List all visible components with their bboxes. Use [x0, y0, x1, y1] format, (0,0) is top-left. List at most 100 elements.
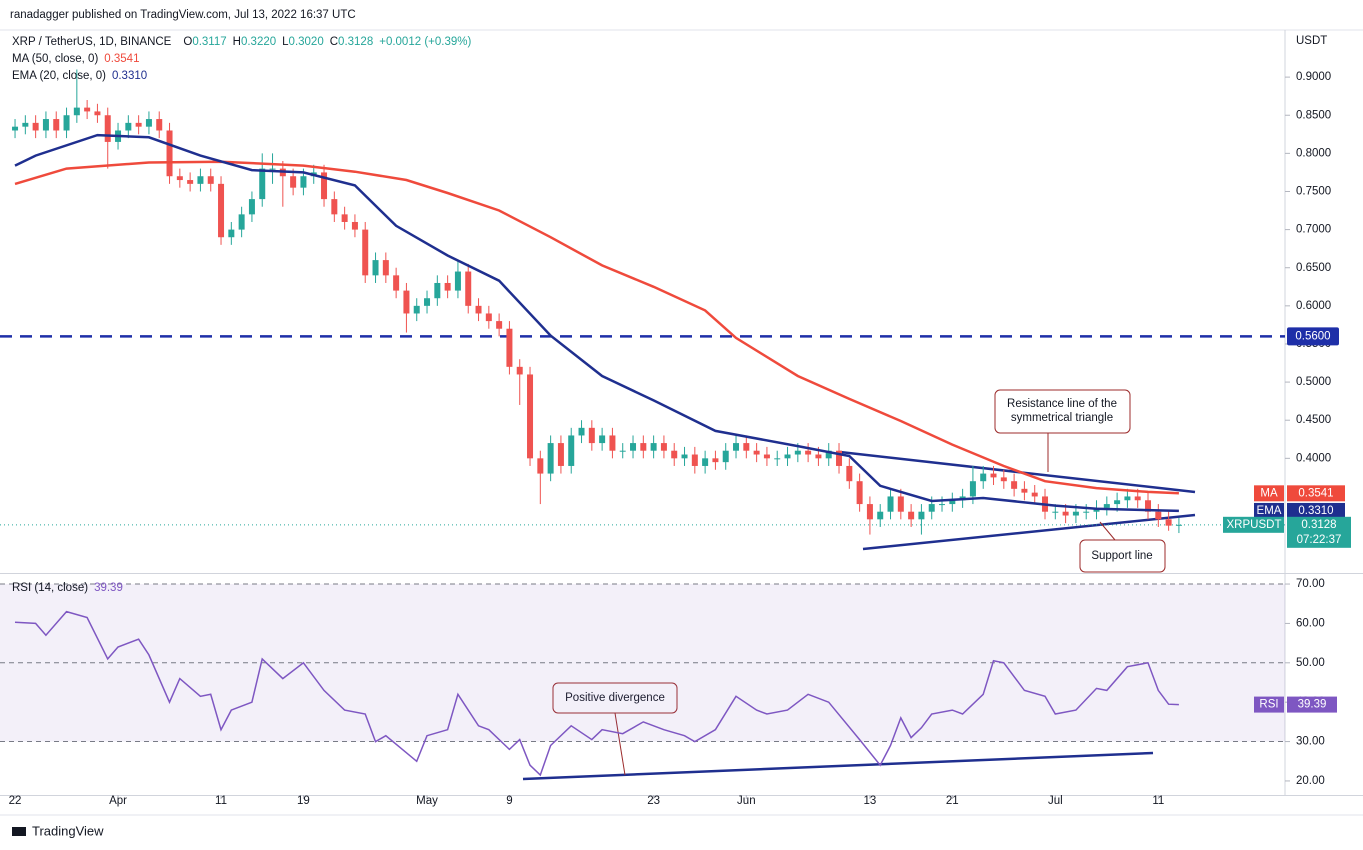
candle-body	[681, 454, 688, 459]
unit-label: USDT	[1296, 35, 1327, 47]
candle-body	[228, 229, 235, 238]
x-tick-label: Jun	[737, 795, 756, 807]
candle-body	[454, 271, 461, 291]
candle-body	[218, 183, 225, 238]
candle	[846, 458, 853, 489]
candle-body	[980, 473, 987, 482]
y-tick-label: 0.8000	[1296, 147, 1331, 159]
candle	[1124, 488, 1131, 508]
candle-body	[939, 504, 946, 506]
candle	[547, 435, 554, 482]
candle	[454, 260, 461, 299]
candle	[156, 111, 163, 139]
x-tick-label: 11	[215, 795, 227, 807]
badge-value: 0.3310	[1298, 505, 1333, 517]
y-tick-label: 0.5000	[1296, 376, 1331, 388]
candle	[588, 420, 595, 451]
candle	[836, 443, 843, 474]
candle-body	[568, 435, 575, 466]
candle	[341, 206, 348, 230]
x-tick-label: 21	[946, 795, 959, 807]
candle-body	[516, 366, 523, 375]
divergence-line	[522, 751, 1154, 781]
candle	[104, 107, 111, 169]
callout-box	[1079, 539, 1166, 573]
candle-body	[877, 511, 884, 520]
candle	[1155, 504, 1162, 527]
x-tick-label: 23	[647, 795, 660, 807]
candle-body	[424, 298, 431, 306]
candle	[609, 427, 616, 459]
x-tick-label: 22	[9, 795, 22, 807]
candle	[1031, 485, 1038, 505]
candle-body	[691, 454, 698, 466]
legend: XRP / TetherUS, 1D, BINANCE O 0.3117 H 0.32…	[12, 36, 471, 82]
candle	[990, 465, 997, 486]
candle	[578, 420, 585, 444]
candle	[259, 153, 266, 207]
candle-body	[712, 458, 719, 463]
candle-body	[331, 199, 338, 215]
candle	[465, 263, 472, 314]
badge-value: 0.3128	[1301, 519, 1336, 531]
candle-body	[207, 176, 214, 184]
candle	[660, 435, 667, 459]
candle-body	[248, 199, 255, 215]
candle-body	[496, 321, 503, 329]
candle-body	[722, 450, 729, 463]
candle-body	[557, 443, 564, 466]
y-tick-label: 0.4000	[1296, 452, 1331, 464]
legend-value: 0.3310	[112, 70, 147, 82]
candle-body	[351, 221, 358, 230]
candle-body	[1134, 496, 1141, 501]
y-tick-label: 0.8500	[1296, 109, 1331, 121]
candle	[269, 153, 276, 184]
candle	[681, 446, 688, 466]
candle	[197, 168, 204, 192]
candle	[753, 443, 760, 463]
candle	[12, 119, 19, 139]
candle-body	[856, 481, 863, 505]
logo-mark	[12, 827, 26, 836]
candle-body	[753, 450, 760, 455]
ohlc-value: 0.3128	[338, 36, 373, 48]
candle-body	[990, 473, 997, 478]
candle-body	[176, 176, 183, 181]
ohlc-key: H	[233, 36, 241, 48]
candle	[980, 465, 987, 489]
candle-body	[485, 313, 492, 322]
candle-body	[733, 443, 740, 451]
candle	[650, 435, 657, 459]
support-callout: Support line	[1079, 521, 1166, 573]
countdown: 07:22:37	[1297, 534, 1342, 546]
candle	[506, 321, 513, 375]
badge-value-bg	[1287, 502, 1345, 519]
candle	[918, 504, 925, 535]
candle	[372, 252, 379, 283]
candle-body	[815, 454, 822, 459]
candle-body	[84, 107, 91, 112]
ohlc-key: L	[282, 36, 289, 48]
candle-body	[187, 180, 194, 184]
candle-body	[619, 450, 626, 452]
candle-body	[156, 119, 163, 131]
candle	[413, 298, 420, 322]
candle-body	[32, 122, 39, 131]
callout-box	[552, 682, 678, 714]
candle	[218, 176, 225, 245]
candle-body	[660, 443, 667, 451]
callout-text: symmetrical triangle	[1011, 412, 1113, 424]
y-tick-label: 0.7000	[1296, 224, 1331, 236]
badge-name: XRPUSDT	[1227, 519, 1282, 531]
footer-text: TradingView	[32, 823, 104, 838]
badge-value-bg	[1287, 516, 1351, 548]
candle-body	[949, 500, 956, 505]
x-tick-label: 19	[297, 795, 310, 807]
legend-name: EMA (20, close, 0)	[12, 70, 106, 82]
candle	[527, 366, 534, 466]
x-tick-label: 13	[864, 795, 877, 807]
candle-body	[1165, 519, 1172, 526]
candle-body	[578, 427, 585, 436]
candle-body	[1124, 496, 1131, 501]
